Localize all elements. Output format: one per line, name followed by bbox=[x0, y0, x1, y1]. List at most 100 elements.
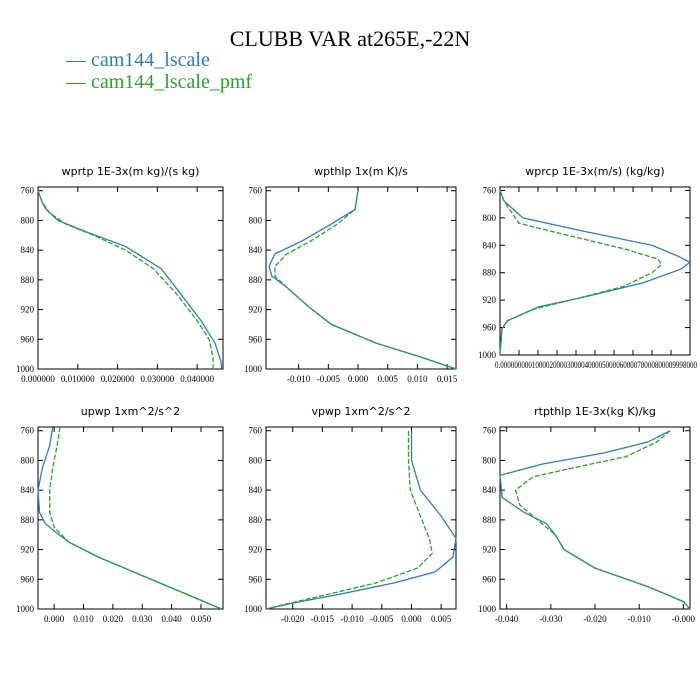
x-tick-label: 0.040000 bbox=[180, 374, 214, 384]
x-tick-label: 0.010000 bbox=[61, 374, 95, 384]
legend-entry-cam144-lscale-pmf: — cam144_lscale_pmf bbox=[66, 71, 253, 93]
y-tick-label: 1000 bbox=[244, 604, 263, 614]
legend-entry-cam144-lscale: — cam144_lscale bbox=[66, 49, 210, 71]
y-tick-label: 800 bbox=[21, 215, 35, 225]
x-tick-label: 0.000 bbox=[401, 614, 422, 624]
plot-frame bbox=[37, 186, 224, 370]
y-tick-label: 960 bbox=[249, 334, 263, 344]
y-tick-label: 880 bbox=[21, 275, 35, 285]
y-tick-label: 960 bbox=[249, 574, 263, 584]
series-line-cam144-lscale-pmf bbox=[49, 426, 222, 610]
y-tick-label: 760 bbox=[21, 426, 35, 436]
y-tick-label: 800 bbox=[483, 455, 497, 465]
y-tick-label: 840 bbox=[483, 485, 497, 495]
y-tick-label: 760 bbox=[483, 426, 497, 436]
y-tick-label: 840 bbox=[21, 245, 35, 255]
y-tick-label: 760 bbox=[249, 426, 263, 436]
y-tick-label: 800 bbox=[483, 213, 497, 223]
plot-frame bbox=[499, 186, 691, 356]
y-tick-label: 1000 bbox=[16, 364, 35, 374]
y-tick-label: 1000 bbox=[244, 364, 263, 374]
x-tick-label: 0.030000 bbox=[140, 374, 174, 384]
series-line-cam144-lscale-pmf bbox=[37, 190, 214, 369]
x-tick-label: -0.030 bbox=[539, 614, 563, 624]
y-tick-label: 960 bbox=[483, 323, 497, 333]
x-tick-label: 0.005 bbox=[431, 614, 452, 624]
series-line-cam144-lscale bbox=[268, 190, 457, 370]
x-tick-label: 0.020 bbox=[103, 614, 124, 624]
y-tick-label: 840 bbox=[21, 485, 35, 495]
x-tick-label: 0.015 bbox=[437, 374, 458, 384]
x-tick-label: 0.040 bbox=[161, 614, 182, 624]
panel-5: vpwp 1xm^2/s^2 760 800 840 880 920 960 1000 -0.0… bbox=[244, 405, 457, 624]
x-tick-label: 0.050 bbox=[191, 614, 212, 624]
y-tick-label: 760 bbox=[249, 186, 263, 196]
panel-6: rtpthlp 1E-3x(kg K)/kg 760 800 840 880 920 960… bbox=[478, 405, 695, 624]
series-line-cam144-lscale-pmf bbox=[499, 190, 663, 356]
x-tick-label: 0.010 bbox=[407, 374, 428, 384]
x-tick-label: -0.010 bbox=[340, 614, 364, 624]
y-tick-label: 960 bbox=[21, 334, 35, 344]
x-tick-label: -0.020 bbox=[583, 614, 607, 624]
plot-frame bbox=[265, 426, 457, 610]
x-tick-label: -0.010 bbox=[287, 374, 311, 384]
y-tick-label: 1000 bbox=[478, 604, 497, 614]
panel-title: wprcp 1E-3x(m/s) (kg/kg) bbox=[525, 165, 664, 178]
x-tick-label: -0.010 bbox=[628, 614, 652, 624]
y-tick-label: 920 bbox=[21, 305, 35, 315]
y-tick-label: 840 bbox=[249, 245, 263, 255]
y-tick-label: 800 bbox=[249, 455, 263, 465]
x-tick-label: 0.000000 bbox=[21, 374, 55, 384]
panel-title: upwp 1xm^2/s^2 bbox=[81, 405, 181, 418]
series-line-cam144-lscale bbox=[37, 426, 222, 610]
plot-frame bbox=[265, 186, 457, 370]
panel-1: wprtp 1E-3x(m kg)/(s kg) 760 800 840 880 920 9… bbox=[16, 165, 224, 384]
y-tick-label: 920 bbox=[21, 545, 35, 555]
x-tick-label: -0.015 bbox=[311, 614, 335, 624]
y-tick-label: 920 bbox=[483, 545, 497, 555]
x-tick-label: 0.000 bbox=[348, 374, 369, 384]
plot-frame bbox=[37, 426, 224, 610]
y-tick-label: 920 bbox=[249, 545, 263, 555]
x-tick-label: -0.040 bbox=[495, 614, 519, 624]
x-tick-label: -0.000 bbox=[672, 614, 696, 624]
panel-4: upwp 1xm^2/s^2 760 800 840 880 920 960 1000 0.00… bbox=[16, 405, 224, 624]
series-line-cam144-lscale bbox=[37, 190, 223, 370]
y-tick-label: 880 bbox=[249, 515, 263, 525]
series-line-cam144-lscale-pmf bbox=[514, 430, 691, 610]
y-tick-label: 880 bbox=[21, 515, 35, 525]
series-line-cam144-lscale-pmf bbox=[265, 430, 434, 610]
y-tick-label: 920 bbox=[483, 295, 497, 305]
series-line-cam144-lscale bbox=[499, 430, 691, 610]
x-tick-label: 0.030 bbox=[132, 614, 153, 624]
panel-title: wprtp 1E-3x(m kg)/(s kg) bbox=[62, 165, 200, 178]
panel-title: vpwp 1xm^2/s^2 bbox=[311, 405, 410, 418]
series-line-cam144-lscale bbox=[499, 190, 692, 356]
chart-figure-title: CLUBB VAR at265E,-22N bbox=[229, 26, 471, 51]
x-tick-label: -0.020 bbox=[281, 614, 305, 624]
y-tick-label: 840 bbox=[249, 485, 263, 495]
x-tick-label: -0.005 bbox=[317, 374, 341, 384]
x-tick-label-overlapping: 0.00000000010000200003000040000500006000… bbox=[495, 360, 697, 370]
y-tick-label: 1000 bbox=[16, 604, 35, 614]
panel-3: wprcp 1E-3x(m/s) (kg/kg) 760 800 840 880 920 9… bbox=[478, 165, 697, 370]
y-tick-label: 840 bbox=[483, 240, 497, 250]
y-tick-label: 960 bbox=[21, 574, 35, 584]
y-tick-label: 880 bbox=[249, 275, 263, 285]
y-tick-label: 760 bbox=[483, 185, 497, 195]
y-tick-label: 880 bbox=[483, 268, 497, 278]
y-tick-label: 960 bbox=[483, 574, 497, 584]
y-tick-label: 800 bbox=[249, 215, 263, 225]
x-tick-label: -0.005 bbox=[370, 614, 394, 624]
panel-title: rtpthlp 1E-3x(kg K)/kg bbox=[534, 405, 656, 418]
panel-title: wpthlp 1x(m K)/s bbox=[314, 165, 408, 178]
series-line-cam144-lscale bbox=[265, 430, 457, 610]
x-tick-label: 0.020000 bbox=[101, 374, 135, 384]
x-tick-label: 0.005 bbox=[378, 374, 399, 384]
y-tick-label: 760 bbox=[21, 186, 35, 196]
panel-2: wpthlp 1x(m K)/s 760 800 840 880 920 960 1000 -0… bbox=[244, 165, 458, 384]
y-tick-label: 920 bbox=[249, 305, 263, 315]
x-tick-label: 0.000 bbox=[44, 614, 65, 624]
y-tick-label: 800 bbox=[21, 455, 35, 465]
